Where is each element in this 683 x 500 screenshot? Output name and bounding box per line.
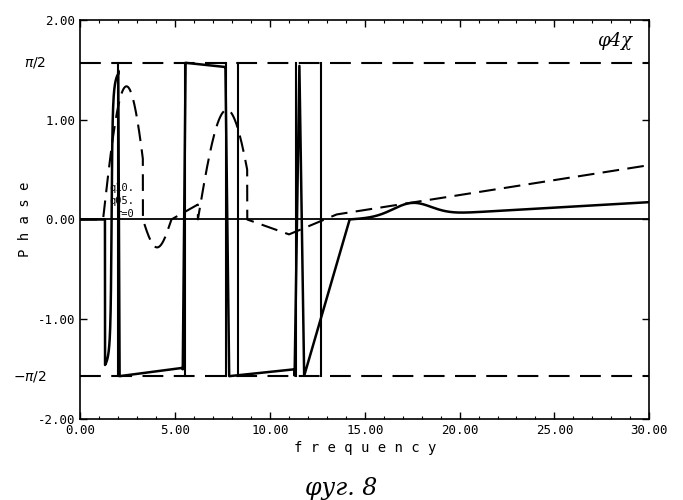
Text: q05.: q05. (110, 196, 135, 205)
Y-axis label: P h a s e: P h a s e (18, 182, 32, 257)
Text: q10.: q10. (110, 182, 135, 192)
Text: $-\pi/2$: $-\pi/2$ (12, 368, 46, 384)
Text: r=0: r=0 (115, 208, 134, 218)
Text: φ4χ: φ4χ (597, 32, 632, 50)
X-axis label: f r e q u e n c y: f r e q u e n c y (294, 441, 436, 455)
Text: φуг. 8: φуг. 8 (305, 477, 378, 500)
Text: $\pi/2$: $\pi/2$ (25, 56, 46, 70)
